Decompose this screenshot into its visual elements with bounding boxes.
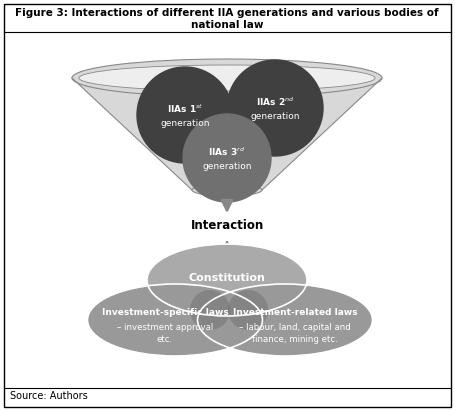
Text: IIAs 2$^{nd}$: IIAs 2$^{nd}$	[256, 96, 294, 108]
Ellipse shape	[192, 184, 262, 196]
Text: Investment-specific laws: Investment-specific laws	[101, 307, 228, 316]
Text: Source: Authors: Source: Authors	[10, 391, 88, 401]
Text: Interaction: Interaction	[190, 219, 263, 231]
Ellipse shape	[72, 59, 382, 97]
Text: finance, mining etc.: finance, mining etc.	[252, 335, 338, 344]
Ellipse shape	[197, 284, 373, 356]
Circle shape	[137, 67, 233, 163]
Text: generation: generation	[202, 162, 252, 171]
Ellipse shape	[190, 290, 230, 330]
Ellipse shape	[228, 290, 268, 330]
Text: – labour, land, capital and: – labour, land, capital and	[239, 323, 351, 332]
Ellipse shape	[79, 65, 375, 91]
Text: IIAs 3$^{rd}$: IIAs 3$^{rd}$	[208, 146, 246, 158]
Text: etc.: etc.	[157, 335, 173, 344]
Text: generation: generation	[160, 118, 210, 127]
Text: national law: national law	[191, 20, 263, 30]
Text: Constitution: Constitution	[188, 273, 265, 283]
Circle shape	[227, 60, 323, 156]
Text: Investment-related laws: Investment-related laws	[233, 307, 357, 316]
Text: IIAs 1$^{st}$: IIAs 1$^{st}$	[167, 103, 203, 115]
Text: Figure 3: Interactions of different IIA generations and various bodies of: Figure 3: Interactions of different IIA …	[15, 8, 439, 18]
Circle shape	[183, 114, 271, 202]
Text: generation: generation	[250, 111, 300, 120]
Polygon shape	[72, 78, 382, 190]
Ellipse shape	[147, 244, 307, 316]
Text: – investment approval: – investment approval	[117, 323, 213, 332]
Ellipse shape	[87, 284, 263, 356]
